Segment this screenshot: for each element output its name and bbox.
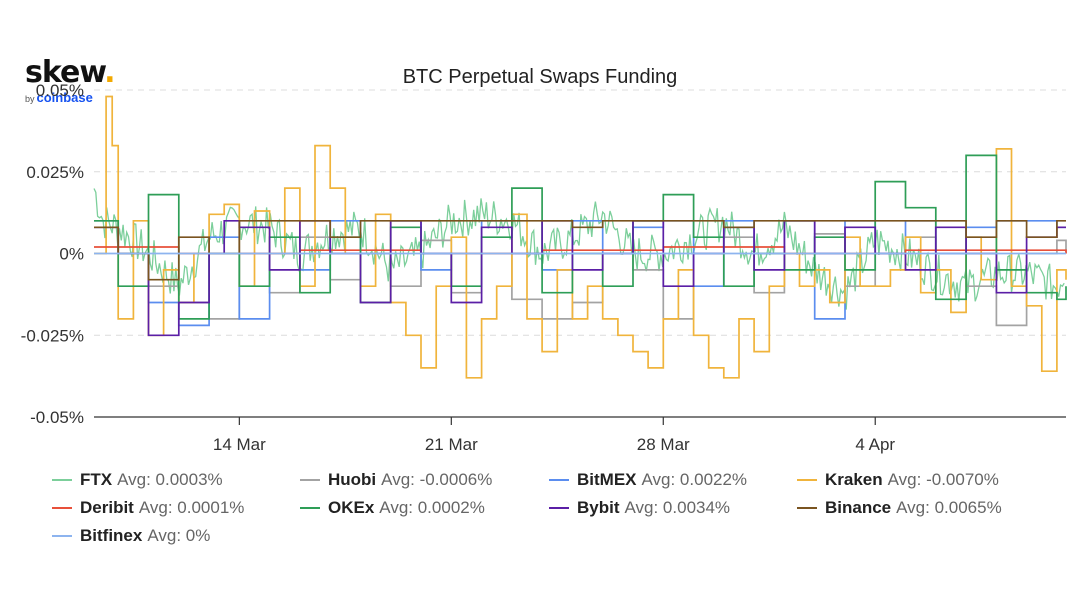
logo-by: by — [25, 94, 35, 104]
legend-series-name: BitMEX — [577, 470, 637, 489]
x-tick-label: 14 Mar — [213, 435, 266, 454]
legend-series-name: OKEx — [328, 498, 375, 517]
series-lines — [93, 95, 1067, 379]
legend-swatch — [52, 479, 72, 481]
legend-series-name: Huobi — [328, 470, 377, 489]
x-tick-label: 21 Mar — [425, 435, 478, 454]
y-tick-label: 0.025% — [26, 163, 84, 182]
legend-series-avg: Avg: 0.0065% — [896, 498, 1002, 517]
x-tick-label: 28 Mar — [637, 435, 690, 454]
legend-series-avg: Avg: 0.0003% — [117, 470, 223, 489]
legend-series-name: Kraken — [825, 470, 883, 489]
legend-item-huobi[interactable]: Huobi Avg: -0.0006% — [300, 468, 492, 492]
x-tick-label: 4 Apr — [855, 435, 895, 454]
legend-item-bybit[interactable]: Bybit Avg: 0.0034% — [549, 496, 730, 520]
y-tick-label: -0.05% — [30, 408, 84, 427]
legend-item-kraken[interactable]: Kraken Avg: -0.0070% — [797, 468, 999, 492]
legend-series-name: Deribit — [80, 498, 134, 517]
skew-logo: skew. by coinbase — [25, 55, 116, 106]
legend-item-bitmex[interactable]: BitMEX Avg: 0.0022% — [549, 468, 747, 492]
y-tick-label: 0.05% — [36, 81, 84, 100]
logo-byline: by coinbase — [25, 90, 93, 105]
legend-series-avg: Avg: 0% — [147, 526, 211, 545]
legend-item-binance[interactable]: Binance Avg: 0.0065% — [797, 496, 1002, 520]
legend-item-ftx[interactable]: FTX Avg: 0.0003% — [52, 468, 223, 492]
legend-series-avg: Avg: -0.0006% — [381, 470, 493, 489]
legend-swatch — [300, 479, 320, 481]
legend-swatch — [797, 507, 817, 509]
legend-swatch — [300, 507, 320, 509]
legend-series-avg: Avg: -0.0070% — [887, 470, 999, 489]
legend-swatch — [549, 479, 569, 481]
legend-item-deribit[interactable]: Deribit Avg: 0.0001% — [52, 496, 244, 520]
logo-brand: coinbase — [36, 90, 93, 105]
legend-series-name: Bitfinex — [80, 526, 143, 545]
legend-swatch — [52, 507, 72, 509]
y-tick-label: -0.025% — [21, 326, 84, 345]
legend-item-bitfinex[interactable]: Bitfinex Avg: 0% — [52, 524, 210, 548]
legend-series-avg: Avg: 0.0002% — [379, 498, 485, 517]
legend-swatch — [797, 479, 817, 481]
legend-swatch — [52, 535, 72, 537]
legend-item-okex[interactable]: OKEx Avg: 0.0002% — [300, 496, 485, 520]
x-axis: 14 Mar 21 Mar 28 Mar 4 Apr — [94, 416, 1066, 454]
legend-series-avg: Avg: 0.0034% — [624, 498, 731, 517]
legend-swatch — [549, 507, 569, 509]
chart-title: BTC Perpetual Swaps Funding — [402, 66, 678, 88]
series-line-ftx — [93, 188, 1065, 310]
y-tick-label: 0% — [59, 245, 84, 264]
legend-series-name: FTX — [80, 470, 113, 489]
logo-dot: . — [104, 55, 115, 90]
legend-series-avg: Avg: 0.0022% — [641, 470, 748, 489]
legend-series-name: Binance — [825, 498, 892, 517]
y-axis: 0.05% 0.025% 0% -0.025% -0.05% — [21, 81, 84, 427]
legend-series-name: Bybit — [577, 498, 620, 517]
series-line-binance — [94, 219, 1066, 281]
logo-word: skew — [25, 55, 105, 90]
legend-series-avg: Avg: 0.0001% — [138, 498, 245, 517]
